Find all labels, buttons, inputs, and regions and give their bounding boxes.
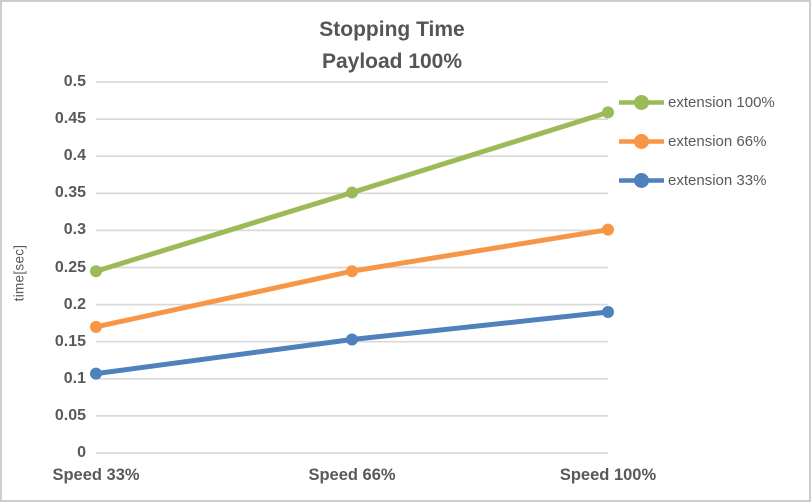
data-point-marker	[602, 106, 614, 119]
data-point-marker	[602, 223, 614, 236]
data-point-marker	[346, 186, 358, 199]
y-tick-label: 0.3	[63, 221, 86, 239]
legend-series-marker-icon	[619, 133, 664, 149]
y-tick-label: 0.35	[54, 184, 86, 202]
y-tick-label: 0.15	[54, 332, 86, 350]
legend: extension 100% extension 66% extension 33%	[618, 88, 775, 194]
x-tick-label: Speed 66%	[308, 466, 396, 484]
legend-label: extension 66%	[668, 132, 767, 150]
y-tick-label: 0.05	[54, 406, 86, 424]
series-line	[93, 227, 611, 330]
data-point-marker	[346, 333, 358, 346]
y-tick-label: 0.5	[63, 73, 86, 90]
chart-title-line-2: Payload 100%	[321, 50, 463, 73]
y-tick-label: 0.45	[54, 110, 86, 128]
x-tick-label: Speed 100%	[559, 466, 657, 484]
legend-item: extension 33%	[618, 166, 775, 194]
legend-series-marker-icon	[619, 94, 664, 110]
legend-item: extension 66%	[618, 127, 775, 155]
x-tick-label: Speed 33%	[52, 466, 140, 484]
legend-label: extension 100%	[668, 93, 775, 111]
y-tick-label: 0.1	[63, 369, 86, 387]
y-tick-label: 0.2	[63, 295, 86, 313]
legend-item: extension 100%	[618, 88, 775, 116]
chart-title: Stopping Time Payload 100%	[2, 14, 782, 78]
legend-series-marker-icon	[619, 172, 664, 188]
data-point-marker	[90, 265, 102, 278]
legend-label: extension 33%	[668, 171, 767, 189]
chart-title-line-1: Stopping Time	[319, 18, 465, 41]
data-point-marker	[90, 367, 102, 380]
data-point-marker	[346, 265, 358, 278]
y-tick-label: 0	[77, 444, 86, 461]
data-point-marker	[602, 306, 614, 319]
y-tick-label: 0.4	[63, 147, 86, 165]
y-tick-label: 0.25	[54, 258, 86, 276]
data-point-marker	[90, 320, 102, 333]
